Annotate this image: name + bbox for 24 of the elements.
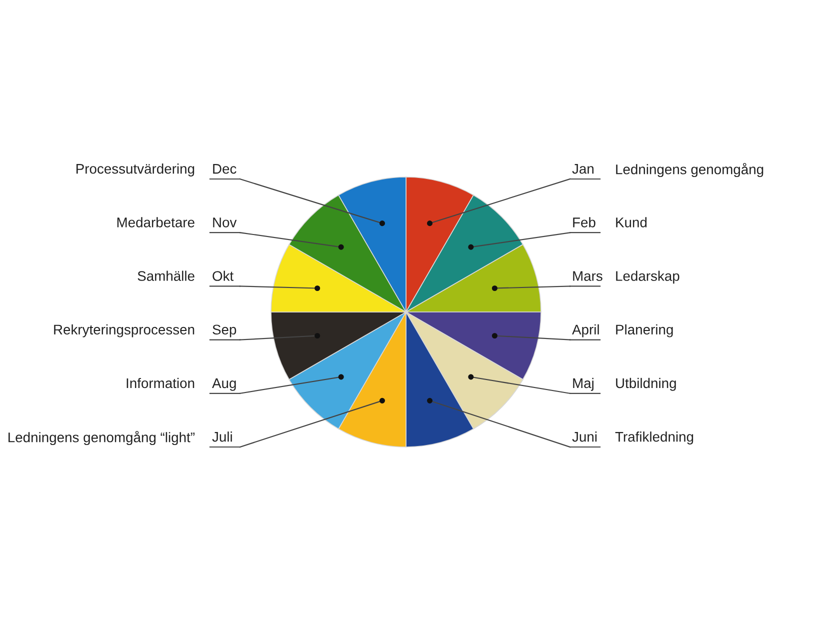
text: Samhälle (138, 270, 194, 281)
text: Rekryteringsprocessen (54, 324, 194, 338)
text: Processutvärdering (76, 164, 194, 176)
text: Ledningens genomgång “light” (8, 430, 195, 446)
slice-label: Okt (212, 270, 234, 281)
text: Ledningens genomgång (616, 162, 764, 178)
slice-label: Juni (572, 432, 597, 442)
text: Utbildning (616, 378, 676, 391)
slice-label: April (572, 324, 599, 338)
text: Trafikledning (615, 432, 694, 444)
slice-label: Juli (212, 432, 232, 442)
slice-label: Dec (213, 164, 236, 174)
slice-label: Nov (213, 218, 237, 228)
slice-label: Aug (212, 378, 236, 391)
text: Planering (616, 324, 673, 338)
slice-label: Feb (573, 217, 596, 228)
text: Kund (616, 217, 647, 228)
slice-label: Maj (573, 378, 594, 391)
slice-label: Sep (212, 324, 236, 338)
slice-label: Mars (573, 271, 602, 281)
slice-label: Jan (572, 164, 594, 174)
text: Information (126, 378, 194, 388)
text: Ledarskap (616, 270, 680, 284)
text: Medarbetare (117, 217, 194, 228)
